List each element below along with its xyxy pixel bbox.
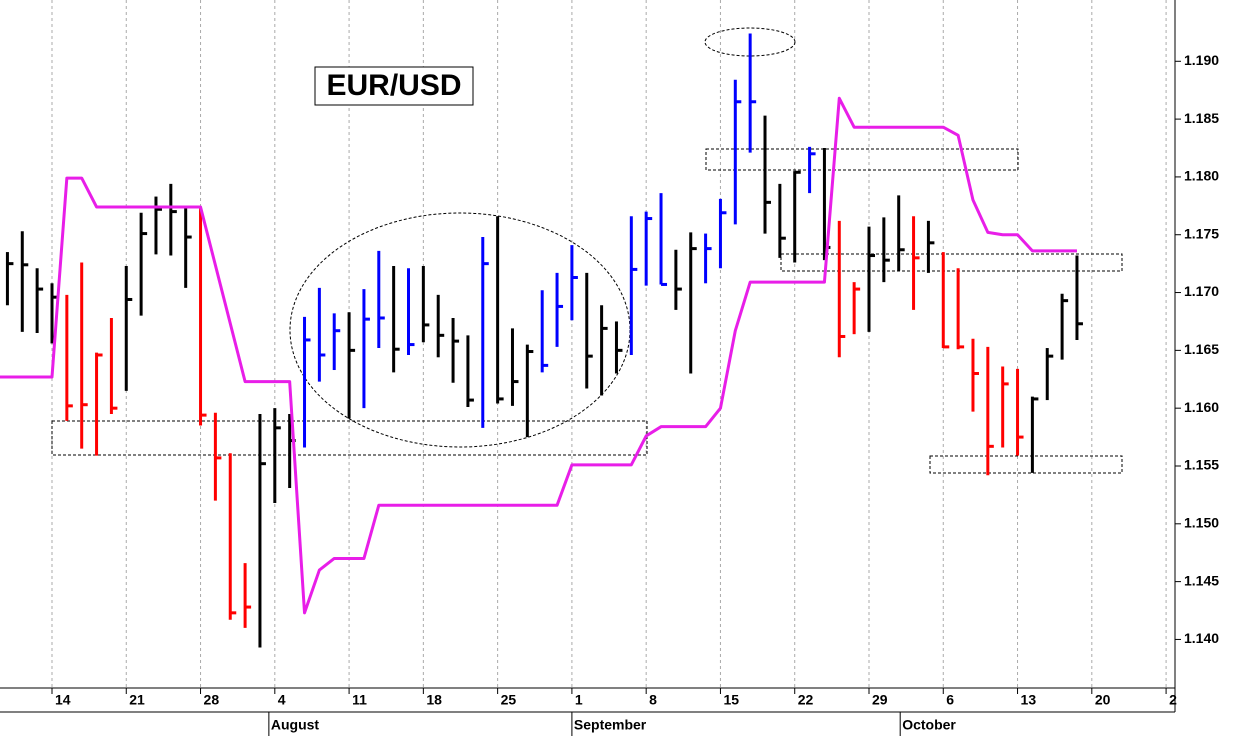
y-tick-label: 1.160 [1184, 399, 1219, 415]
month-label: September [574, 717, 647, 733]
axes: 1.140 1.145 1.150 1.155 1.160 1.165 1.170 1.175… [0, 0, 1219, 736]
stop-line [0, 96, 1077, 615]
y-tick-label: 1.140 [1184, 630, 1219, 646]
x-tick-label: 14 [55, 692, 71, 708]
annotation-box [929, 455, 1123, 474]
x-tick-label: 22 [798, 692, 814, 708]
x-tick-label: 15 [723, 692, 739, 708]
x-tick-label: 4 [278, 692, 286, 708]
x-tick-label: 1 [575, 692, 583, 708]
annotation-box [780, 253, 1123, 272]
x-tick-label: 2 [1169, 692, 1177, 708]
month-label: October [902, 717, 956, 733]
x-tick-label: 20 [1095, 692, 1111, 708]
y-tick-label: 1.165 [1184, 341, 1219, 357]
month-label: August [271, 717, 320, 733]
x-tick-label: 18 [426, 692, 442, 708]
x-tick-label: 11 [352, 692, 367, 708]
annotation-ellipse [289, 212, 631, 448]
x-tick-label: 21 [129, 692, 145, 708]
annotations [51, 27, 1123, 474]
x-tick-label: 8 [649, 692, 657, 708]
y-tick-label: 1.170 [1184, 283, 1219, 299]
y-tick-label: 1.190 [1184, 52, 1219, 68]
marks [0, 33, 1083, 648]
y-tick-label: 1.155 [1184, 457, 1219, 473]
annotation-box [705, 148, 1019, 171]
x-tick-label: 13 [1021, 692, 1037, 708]
x-tick-label: 29 [872, 692, 888, 708]
x-tick-label: 25 [501, 692, 517, 708]
annotation-ellipse [704, 27, 796, 57]
y-tick-label: 1.150 [1184, 515, 1219, 531]
y-tick-label: 1.180 [1184, 168, 1219, 184]
title-box [314, 66, 474, 106]
grid [51, 0, 1167, 688]
chart-title: EUR/USD [326, 69, 461, 102]
y-tick-label: 1.145 [1184, 572, 1219, 588]
x-tick-label: 6 [946, 692, 954, 708]
y-tick-label: 1.175 [1184, 225, 1219, 241]
y-tick-label: 1.185 [1184, 110, 1219, 126]
x-tick-label: 28 [204, 692, 220, 708]
annotation-box [51, 420, 648, 456]
